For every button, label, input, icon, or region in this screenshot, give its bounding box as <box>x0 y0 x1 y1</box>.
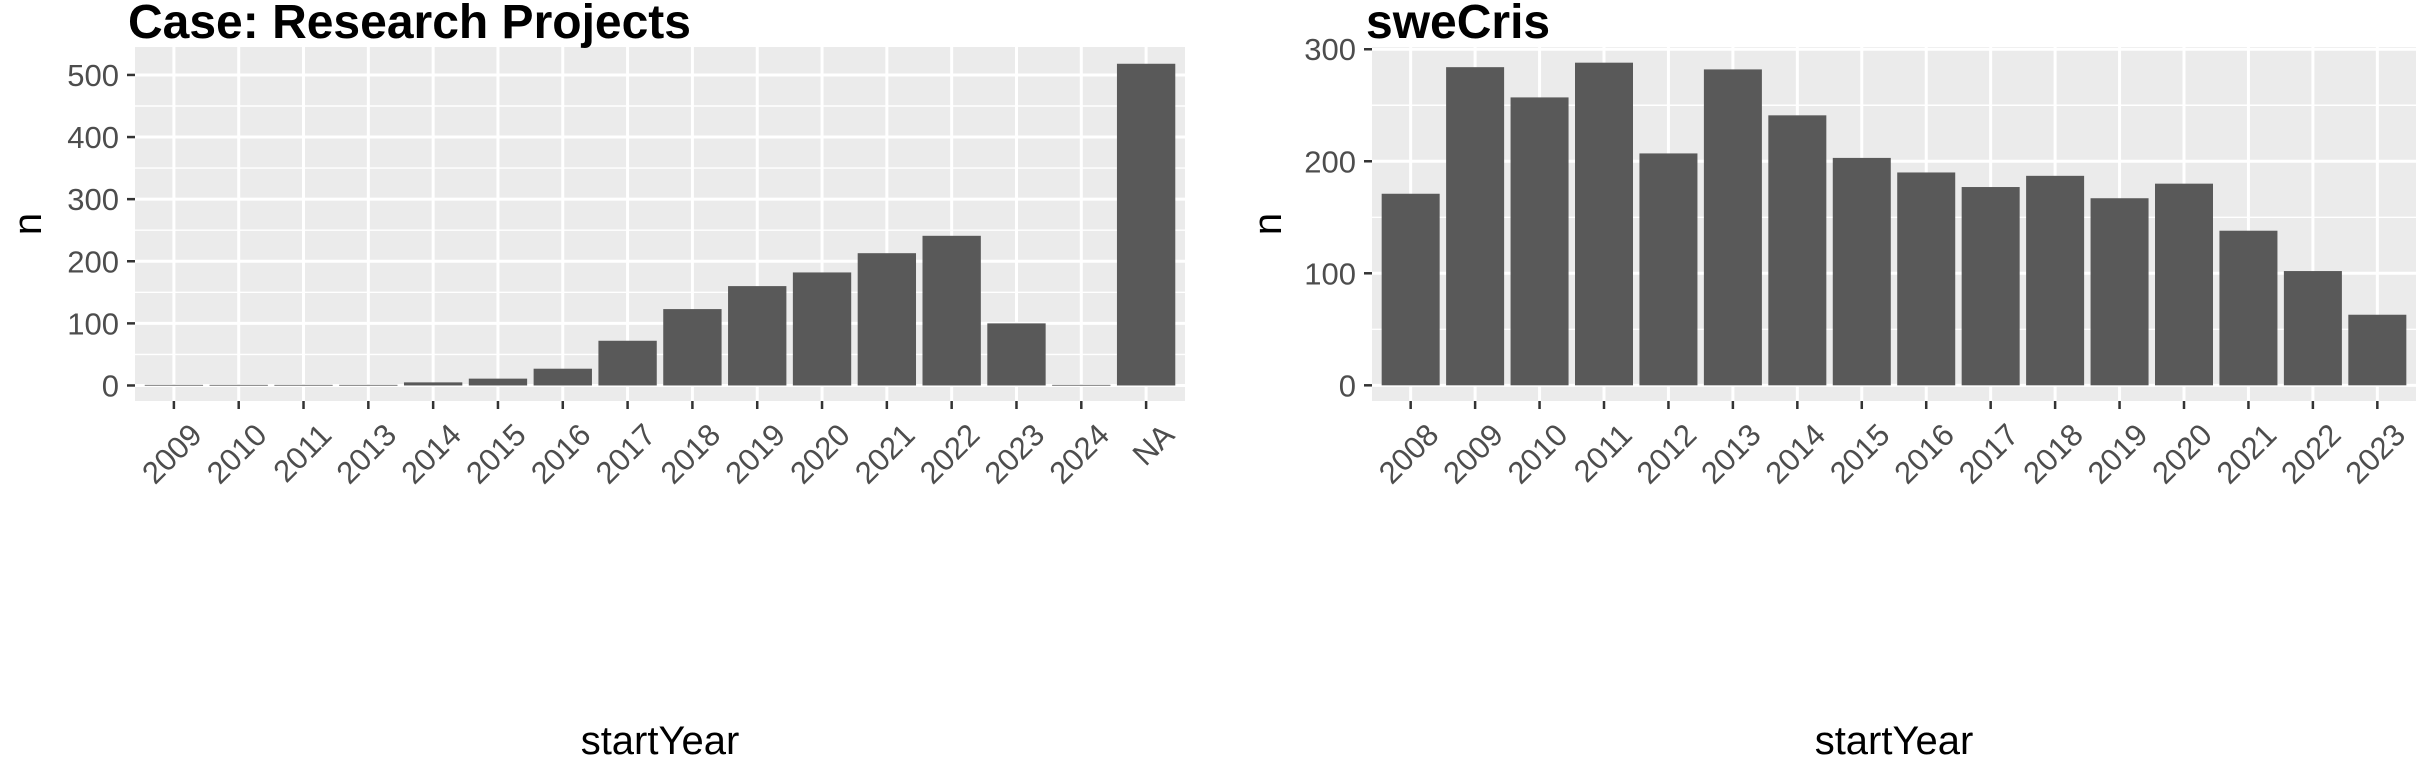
y-tick-label: 0 <box>102 368 119 403</box>
bar-2015 <box>468 378 528 386</box>
bar-2008 <box>1381 193 1440 386</box>
x-tick-label: 2023 <box>978 417 1052 491</box>
x-tick-label: 2008 <box>1372 417 1446 491</box>
bar-2023 <box>2348 314 2407 386</box>
bar-2009 <box>144 384 204 386</box>
bar-2021 <box>857 253 917 386</box>
bar-2020 <box>792 272 852 386</box>
bar-2018 <box>663 309 722 386</box>
x-tick-label: 2013 <box>330 417 404 491</box>
x-tick-label: 2009 <box>135 417 209 491</box>
x-axis-title: startYear <box>581 719 740 763</box>
bar-NA <box>1116 63 1176 386</box>
x-tick-label: 2010 <box>1501 417 1575 491</box>
x-axis-title: startYear <box>1815 719 1974 763</box>
bar-2016 <box>1897 172 1956 386</box>
bar-2019 <box>728 286 787 386</box>
y-tick-label: 200 <box>1304 144 1356 179</box>
bar-2013 <box>339 384 398 386</box>
bar-2021 <box>2219 230 2278 386</box>
x-tick-label: 2014 <box>394 417 468 491</box>
x-tick-label: NA <box>1126 417 1181 472</box>
y-tick-label: 200 <box>67 244 119 279</box>
bar-2017 <box>598 340 657 386</box>
y-tick-label: 100 <box>1304 256 1356 291</box>
y-tick-label: 0 <box>1339 368 1356 403</box>
bar-2014 <box>403 382 463 386</box>
bar-2017 <box>1961 187 2020 386</box>
x-tick-label: 2021 <box>2210 417 2284 491</box>
x-tick-label: 2016 <box>524 417 598 491</box>
bar-2022 <box>922 235 981 386</box>
y-tick-label: 500 <box>67 58 119 93</box>
x-tick-label: 2021 <box>848 417 922 491</box>
x-tick-label: 2024 <box>1043 417 1117 491</box>
x-tick-label: 2014 <box>1759 417 1833 491</box>
x-tick-label: 2017 <box>589 417 663 491</box>
x-tick-label: 2018 <box>654 417 728 491</box>
bar-2010 <box>1510 97 1569 386</box>
y-axis-title: n <box>6 213 50 235</box>
bar-2019 <box>2090 198 2149 386</box>
x-tick-label: 2019 <box>718 417 792 491</box>
x-tick-label: 2015 <box>459 417 533 491</box>
bar-2013 <box>1703 69 1762 386</box>
x-tick-label: 2019 <box>2081 417 2155 491</box>
bar-2014 <box>1768 115 1827 386</box>
y-tick-label: 300 <box>67 182 119 217</box>
bar-2011 <box>1575 62 1633 386</box>
bar-2009 <box>1446 67 1505 386</box>
x-tick-label: 2017 <box>1952 417 2026 491</box>
chart-title: sweCris <box>1366 0 1550 49</box>
y-axis-title: n <box>1246 213 1290 235</box>
y-tick-label: 300 <box>1304 32 1356 67</box>
x-tick-label: 2022 <box>2274 417 2348 491</box>
chart-panel-research-projects: 0 100 200 300 400 500 200920102011201320142015… <box>6 0 1185 763</box>
bar-2016 <box>533 368 592 386</box>
bar-2012 <box>1639 153 1698 386</box>
bar-2020 <box>2155 183 2213 386</box>
x-tick-label: 2013 <box>1694 417 1768 491</box>
x-tick-label: 2020 <box>783 417 857 491</box>
x-tick-label: 2009 <box>1436 417 1510 491</box>
bar-2018 <box>2026 175 2085 386</box>
x-tick-label: 2018 <box>2016 417 2090 491</box>
bar-2015 <box>1832 157 1891 386</box>
x-tick-label: 2011 <box>1567 417 1639 489</box>
x-tick-label: 2011 <box>266 417 338 489</box>
x-tick-label: 2010 <box>200 417 274 491</box>
bar-2022 <box>2283 271 2342 386</box>
x-tick-label: 2016 <box>1887 417 1961 491</box>
bar-2023 <box>987 323 1046 386</box>
y-tick-label: 100 <box>67 306 119 341</box>
bar-2024 <box>1052 384 1111 386</box>
chart-panel-swecris: 0100200300200820092010201120122013201420… <box>1246 0 2416 763</box>
bar-2010 <box>209 384 268 386</box>
x-tick-label: 2015 <box>1823 417 1897 491</box>
chart-title: Case: Research Projects <box>128 0 691 49</box>
x-tick-label: 2012 <box>1630 417 1704 491</box>
x-tick-label: 2020 <box>2145 417 2219 491</box>
bar-2011 <box>274 384 333 386</box>
y-tick-label: 400 <box>67 120 119 155</box>
x-tick-label: 2023 <box>2339 417 2413 491</box>
x-tick-label: 2022 <box>913 417 987 491</box>
